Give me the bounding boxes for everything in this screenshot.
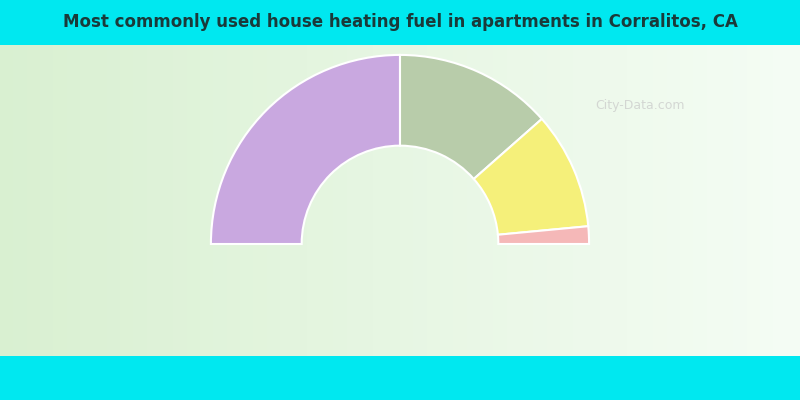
Text: City-Data.com: City-Data.com [595,98,685,112]
Bar [426,45,440,356]
Bar [120,45,134,356]
Bar [626,45,640,356]
Bar [254,45,266,356]
Bar [480,45,494,356]
Bar [346,45,360,356]
Bar [746,45,760,356]
Bar [134,45,146,356]
Text: Most commonly used house heating fuel in apartments in Corralitos, CA: Most commonly used house heating fuel in… [62,13,738,31]
Bar [534,45,546,356]
Bar [186,45,200,356]
Bar [774,45,786,356]
Wedge shape [498,226,589,244]
Bar [454,45,466,356]
Bar [54,45,66,356]
Bar [374,45,386,356]
Wedge shape [474,119,588,235]
Bar [14,45,26,356]
Bar [440,45,454,356]
Bar [174,45,186,356]
Bar [106,45,120,356]
Bar [574,45,586,356]
Bar [546,45,560,356]
Bar [214,45,226,356]
Bar [280,45,294,356]
Bar [0,45,14,356]
Bar [720,45,734,356]
Bar [200,45,214,356]
Bar [94,45,106,356]
Bar [40,45,54,356]
Bar [640,45,654,356]
Bar [240,45,254,356]
Bar [654,45,666,356]
Bar [506,45,520,356]
Bar [586,45,600,356]
Wedge shape [400,55,542,179]
Bar [666,45,680,356]
Bar [320,45,334,356]
Bar [360,45,374,356]
Bar [786,45,800,356]
Bar [466,45,480,356]
Bar [520,45,534,356]
Bar [334,45,346,356]
Bar [26,45,40,356]
Bar [694,45,706,356]
Bar [560,45,574,356]
Bar [760,45,774,356]
Bar [386,45,400,356]
Bar [600,45,614,356]
Bar [66,45,80,356]
Bar [734,45,746,356]
Bar [266,45,280,356]
Wedge shape [211,55,400,244]
Bar [494,45,506,356]
Bar [400,45,414,356]
Bar [146,45,160,356]
Bar [414,45,426,356]
Bar [294,45,306,356]
Bar [306,45,320,356]
Bar [80,45,94,356]
Bar [680,45,694,356]
Bar [706,45,720,356]
Bar [160,45,174,356]
Bar [226,45,240,356]
Bar [614,45,626,356]
